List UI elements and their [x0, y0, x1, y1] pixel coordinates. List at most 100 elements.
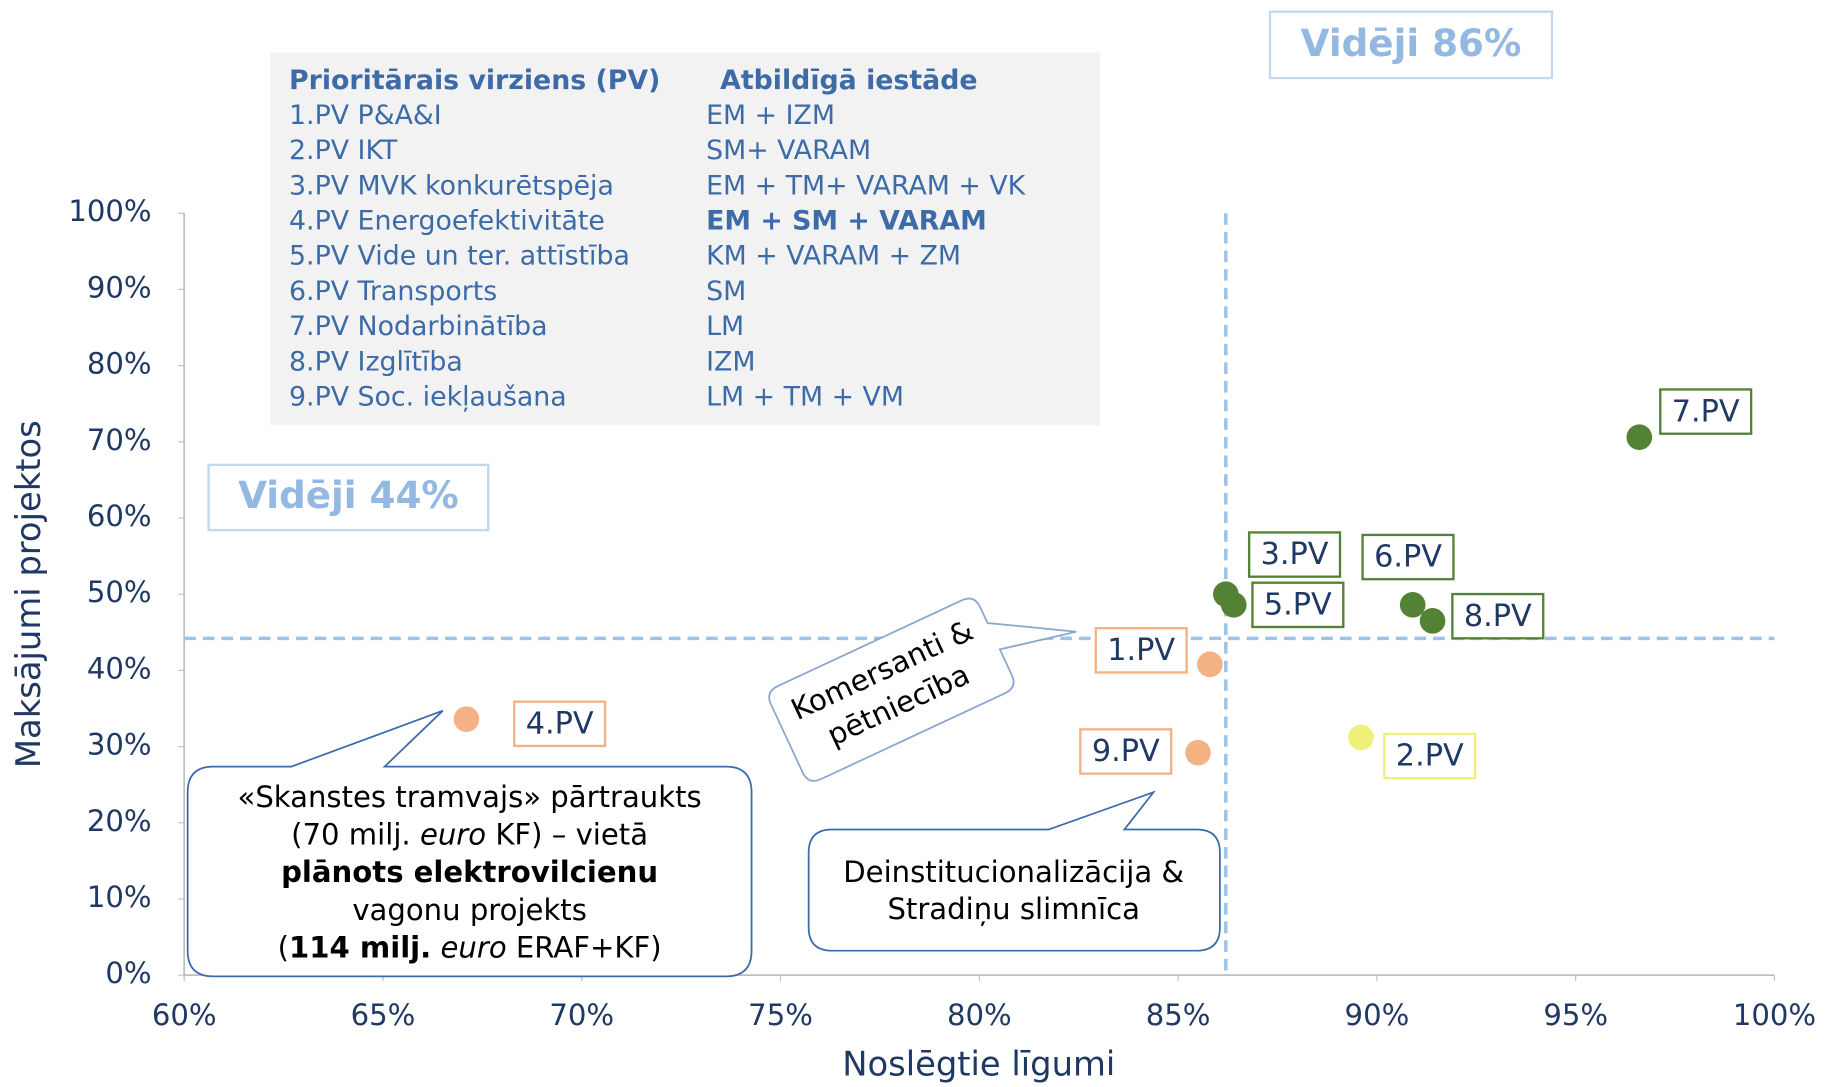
legend-table-box [270, 52, 1100, 426]
callout-text: plānots elektrovilcienu [281, 855, 658, 889]
table-cell: 2.PV IKT [289, 135, 398, 166]
point-label-box [1079, 728, 1173, 775]
callout [186, 709, 753, 978]
point [1626, 424, 1653, 451]
table-cell: 7.PV Nodarbinātība [289, 311, 548, 342]
callout-text: Stradiņu slimnīca [887, 892, 1139, 926]
callout-text: Deinstitucionalizācija & [843, 855, 1184, 889]
point-label: 9.PV [1092, 734, 1160, 769]
callout-text [431, 931, 440, 965]
callout-text: 114 milj. [289, 931, 431, 965]
table-cell: EM + SM + VARAM [706, 206, 987, 237]
callout-text: Deinstitucionalizācija & [843, 855, 1184, 889]
table-cell: KM + VARAM + ZM [706, 241, 961, 272]
avg-box [207, 463, 490, 532]
callout-text: KF) – vietā [486, 818, 648, 852]
x-tick-label: 70% [549, 998, 614, 1032]
y-tick-label: 10% [87, 880, 152, 914]
table-header: Atbildīgā iestāde [720, 65, 977, 96]
y-tick-label: 50% [87, 575, 152, 609]
y-tick-label: 0% [105, 956, 151, 990]
point [1220, 592, 1247, 618]
callout-text: vagonu projekts [352, 893, 587, 927]
y-tick-label: 30% [87, 728, 152, 762]
y-tick-label: 80% [87, 347, 152, 381]
point [1419, 608, 1446, 634]
point-label-box [513, 700, 607, 748]
point-label-box [1251, 581, 1345, 629]
callout-text: (70 milj. euro KF) – vietā [291, 818, 648, 852]
x-tick-label: 75% [748, 998, 813, 1032]
x-tick-label: 90% [1345, 998, 1410, 1032]
y-tick-label: 40% [87, 651, 152, 685]
callout-text: vagonu projekts [352, 893, 587, 927]
table-cell: SM+ VARAM [706, 135, 871, 166]
y-tick-label: 70% [87, 423, 152, 457]
callout-text: euro [420, 818, 486, 852]
callout-text: Stradiņu slimnīca [887, 892, 1139, 926]
point-label: 5.PV [1264, 588, 1332, 623]
callout-group: Komersanti & pētniecība [768, 597, 1077, 782]
point-label-box [1659, 388, 1753, 435]
x-tick-label: 80% [947, 998, 1012, 1032]
point-label: 2.PV [1396, 739, 1464, 774]
point [1399, 592, 1426, 618]
callout-text: ( [278, 931, 289, 965]
point-label: 6.PV [1374, 540, 1442, 575]
callout-text: «Skanstes tramvajs» pārtraukts [238, 780, 702, 814]
point-label: 3.PV [1261, 537, 1329, 572]
callout [768, 597, 1077, 782]
point-label: 7.PV [1672, 394, 1740, 429]
y-tick-label: 60% [87, 499, 152, 533]
table-cell: 6.PV Transports [289, 276, 497, 307]
point-label: 1.PV [1107, 633, 1175, 668]
table-cell: LM + TM + VM [706, 381, 904, 412]
callout-text: euro [441, 931, 507, 965]
point-label: 4.PV [526, 706, 594, 741]
table-cell: 5.PV Vide un ter. attīstība [289, 241, 630, 272]
table-cell: 8.PV Izglītība [289, 346, 463, 377]
callout-text: «Skanstes tramvajs» pārtraukts [238, 780, 702, 814]
x-axis-title: Noslēgtie līgumi [842, 1045, 1115, 1084]
table-cell: EM + TM+ VARAM + VK [706, 170, 1027, 201]
y-tick-label: 100% [68, 194, 151, 228]
table-cell: 3.PV MVK konkurētspēja [289, 170, 614, 201]
avg-x-label: Vidēji 86% [1301, 21, 1522, 65]
y-axis-title: Maksājumi projektos [9, 420, 48, 768]
x-tick-label: 60% [152, 998, 217, 1032]
callout-text: (114 milj. euro ERAF+KF) [278, 931, 662, 965]
point [453, 706, 480, 732]
x-tick-label: 65% [351, 998, 416, 1032]
point [1348, 724, 1374, 751]
callout-text: (70 milj. [291, 818, 420, 852]
callout-text: ERAF+KF) [507, 931, 662, 965]
point-label-box [1451, 592, 1545, 640]
table-rows: 1.PV P&A&I EM + IZM 2.PV IKT SM+ VARAM 3.PV … [289, 100, 1027, 412]
y-tick-label: 90% [87, 270, 152, 304]
callout [807, 790, 1221, 952]
point [1185, 739, 1211, 766]
table-cell: SM [706, 276, 746, 307]
table-cell: IZM [706, 346, 755, 377]
avg-box [1268, 10, 1554, 80]
point-label-box [1247, 531, 1342, 578]
y-tick-label: 20% [87, 804, 152, 838]
plot: 60% 65% 70% 75% 80% 85% 90% 95% 100% 0% 10% 20% 30% 4… [68, 194, 1816, 1032]
table-cell: 9.PV Soc. iekļaušana [289, 381, 567, 412]
table-cell: EM + IZM [706, 100, 835, 131]
x-tick-label: 85% [1146, 998, 1211, 1032]
point-label: 8.PV [1464, 599, 1532, 634]
point-label-box [1383, 732, 1477, 780]
x-tick-label: 100% [1733, 998, 1816, 1032]
table-header: Prioritārais virziens (PV) [289, 65, 660, 96]
table-cell: 1.PV P&A&I [289, 100, 442, 131]
callout-text: plānots elektrovilcienu [281, 855, 658, 889]
table-cell: LM [706, 311, 744, 342]
x-tick-label: 95% [1543, 998, 1608, 1032]
point [1197, 651, 1223, 678]
point-label-box [1094, 626, 1188, 674]
avg-y-label: Vidēji 44% [238, 473, 459, 517]
point-label-box [1361, 533, 1455, 581]
table-cell: 4.PV Energoefektivitāte [289, 206, 605, 237]
